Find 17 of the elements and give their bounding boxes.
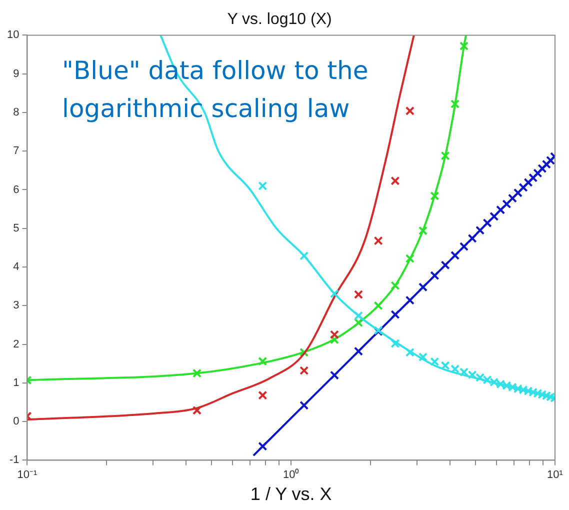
y-tick-label: 6 [13, 184, 20, 196]
x-tick-label: 10⁰ [282, 468, 300, 481]
y-tick-label: 10 [6, 29, 20, 42]
y-tick-label: -1 [9, 454, 20, 466]
y-tick-label: 8 [13, 106, 20, 119]
y-tick-label: 0 [13, 416, 20, 428]
y-tick-label: 7 [13, 145, 20, 158]
y-tick-label: 9 [13, 68, 20, 80]
y-tick-label: 5 [13, 222, 20, 234]
x-tick-label: 10⁻¹ [17, 468, 38, 481]
y-tick-label: 2 [13, 338, 20, 350]
x-axis-title: 1 / Y vs. X [250, 484, 332, 504]
y-tick-label: 1 [13, 376, 20, 389]
y-tick-label: 4 [13, 261, 20, 274]
y-tick-label: 3 [13, 300, 20, 312]
x-tick-label: 10¹ [547, 468, 564, 481]
chart-title: Y vs. log10 (X) [227, 11, 332, 28]
